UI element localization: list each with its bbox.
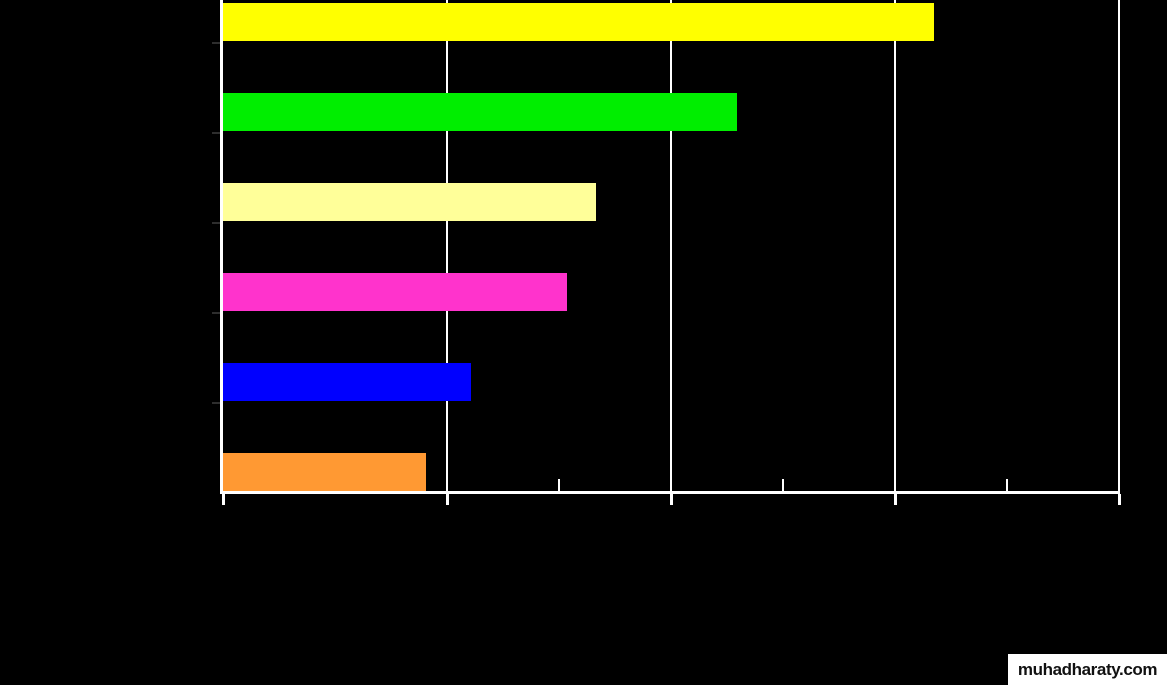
gridline (446, 0, 448, 491)
bar-segment (223, 363, 471, 401)
bar-segment (223, 93, 737, 131)
gridline (670, 0, 672, 491)
y-axis-category-tick (212, 402, 220, 404)
gridline (1118, 0, 1120, 491)
x-axis-line (220, 491, 1120, 494)
gridline (894, 0, 896, 491)
y-axis-category-tick (212, 312, 220, 314)
bar-segment (223, 3, 934, 41)
x-axis-major-tick (222, 494, 225, 505)
x-axis-major-tick (446, 494, 449, 505)
x-axis-major-tick (670, 494, 673, 505)
bar-segment (223, 453, 426, 491)
x-axis-major-tick (894, 494, 897, 505)
x-axis-major-tick (1118, 494, 1121, 505)
x-axis-minor-tick (782, 479, 784, 491)
y-axis-category-tick (212, 222, 220, 224)
watermark-badge: muhadharaty.com (1008, 654, 1167, 685)
x-axis-minor-tick (1006, 479, 1008, 491)
y-axis-category-tick (212, 132, 220, 134)
y-axis-line (220, 0, 223, 494)
x-axis-minor-tick (558, 479, 560, 491)
watermark-text: muhadharaty.com (1017, 659, 1158, 679)
y-axis-category-tick (212, 42, 220, 44)
bar-segment (223, 273, 567, 311)
bar-segment (223, 183, 596, 221)
